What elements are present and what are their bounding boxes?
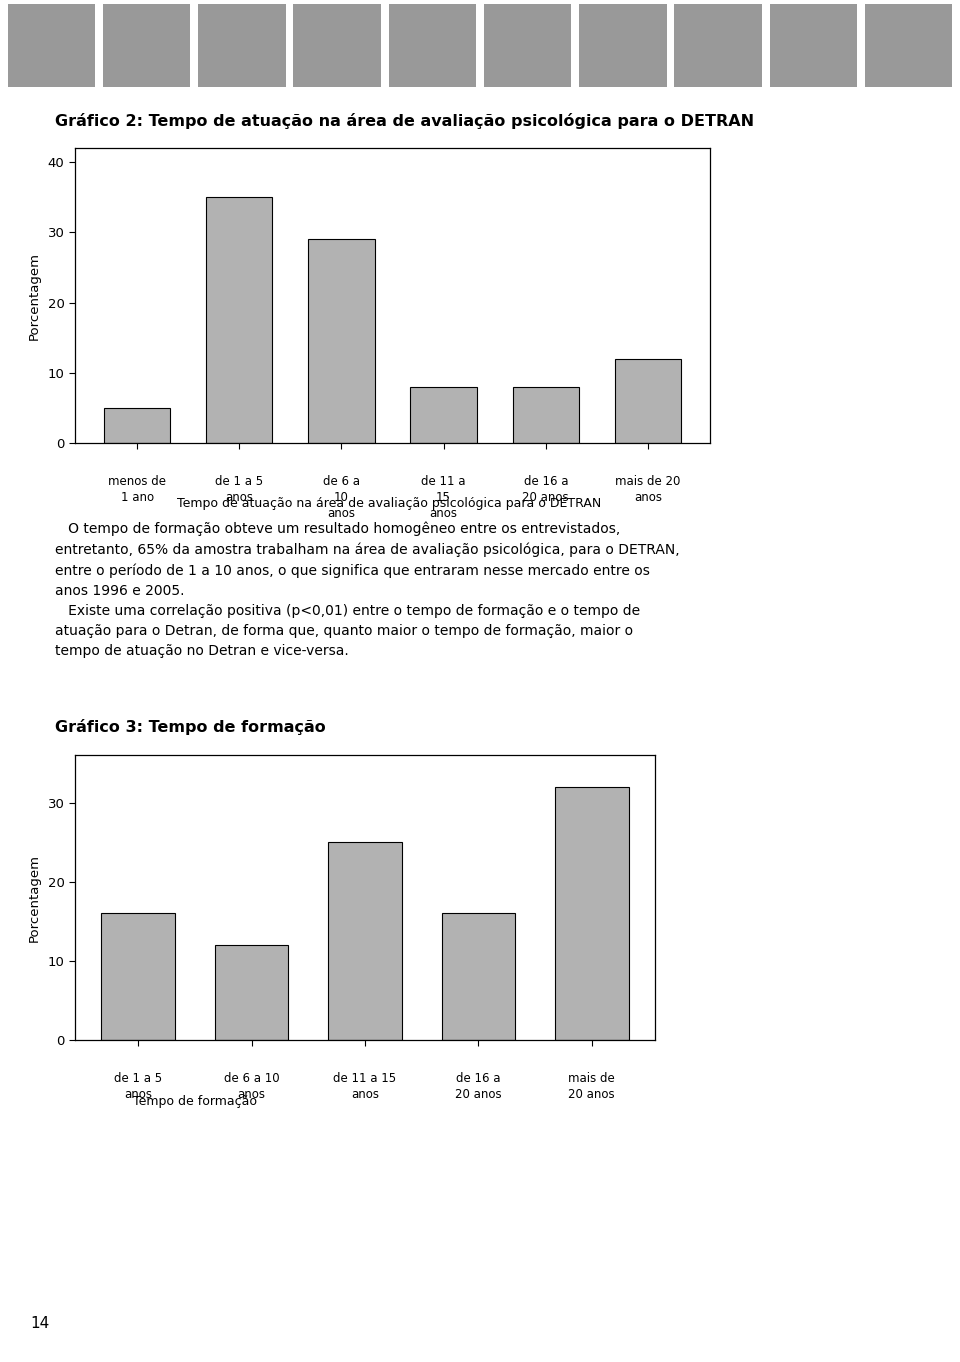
Text: Gráfico 3: Tempo de formação: Gráfico 3: Tempo de formação — [55, 719, 325, 735]
Bar — [513, 387, 579, 443]
Bar — [555, 787, 629, 1041]
Bar — [102, 914, 175, 1041]
Text: Tempo de formação: Tempo de formação — [133, 1095, 257, 1107]
Text: de 1 a 5
anos: de 1 a 5 anos — [215, 474, 263, 504]
Bar — [198, 4, 286, 87]
Bar — [770, 4, 857, 87]
Text: de 16 a
20 anos: de 16 a 20 anos — [522, 474, 569, 504]
Bar — [308, 240, 374, 443]
Text: mais de
20 anos: mais de 20 anos — [568, 1072, 615, 1100]
Y-axis label: Porcentagem: Porcentagem — [28, 854, 40, 941]
Text: Gráfico 2: Tempo de atuação na área de avaliação psicológica para o DETRAN: Gráfico 2: Tempo de atuação na área de a… — [55, 113, 755, 129]
Bar — [410, 387, 477, 443]
Text: Tempo de atuação na área de avaliação psicológica para o DETRAN: Tempo de atuação na área de avaliação ps… — [177, 497, 601, 509]
Text: menos de
1 ano: menos de 1 ano — [108, 474, 166, 504]
Text: mais de 20
anos: mais de 20 anos — [615, 474, 681, 504]
Text: de 11 a 15
anos: de 11 a 15 anos — [333, 1072, 396, 1100]
Text: 14: 14 — [30, 1317, 49, 1332]
Bar — [579, 4, 666, 87]
Bar — [614, 358, 682, 443]
Bar — [206, 197, 273, 443]
Text: de 11 a
15
anos: de 11 a 15 anos — [421, 474, 466, 520]
Bar — [865, 4, 952, 87]
Bar — [215, 945, 288, 1041]
Y-axis label: Porcentagem: Porcentagem — [28, 252, 40, 339]
Bar — [103, 4, 190, 87]
Bar — [328, 842, 402, 1041]
Bar — [389, 4, 476, 87]
Text: de 16 a
20 anos: de 16 a 20 anos — [455, 1072, 502, 1100]
Text: de 1 a 5
anos: de 1 a 5 anos — [114, 1072, 162, 1100]
Text: de 6 a 10
anos: de 6 a 10 anos — [224, 1072, 279, 1100]
Text: de 6 a
10
anos: de 6 a 10 anos — [323, 474, 360, 520]
Bar — [484, 4, 571, 87]
Text: O tempo de formação obteve um resultado homogêneo entre os entrevistados,
entret: O tempo de formação obteve um resultado … — [55, 522, 680, 658]
Bar — [674, 4, 762, 87]
Bar — [294, 4, 381, 87]
Bar — [442, 914, 516, 1041]
Bar — [8, 4, 95, 87]
Bar — [104, 407, 170, 443]
